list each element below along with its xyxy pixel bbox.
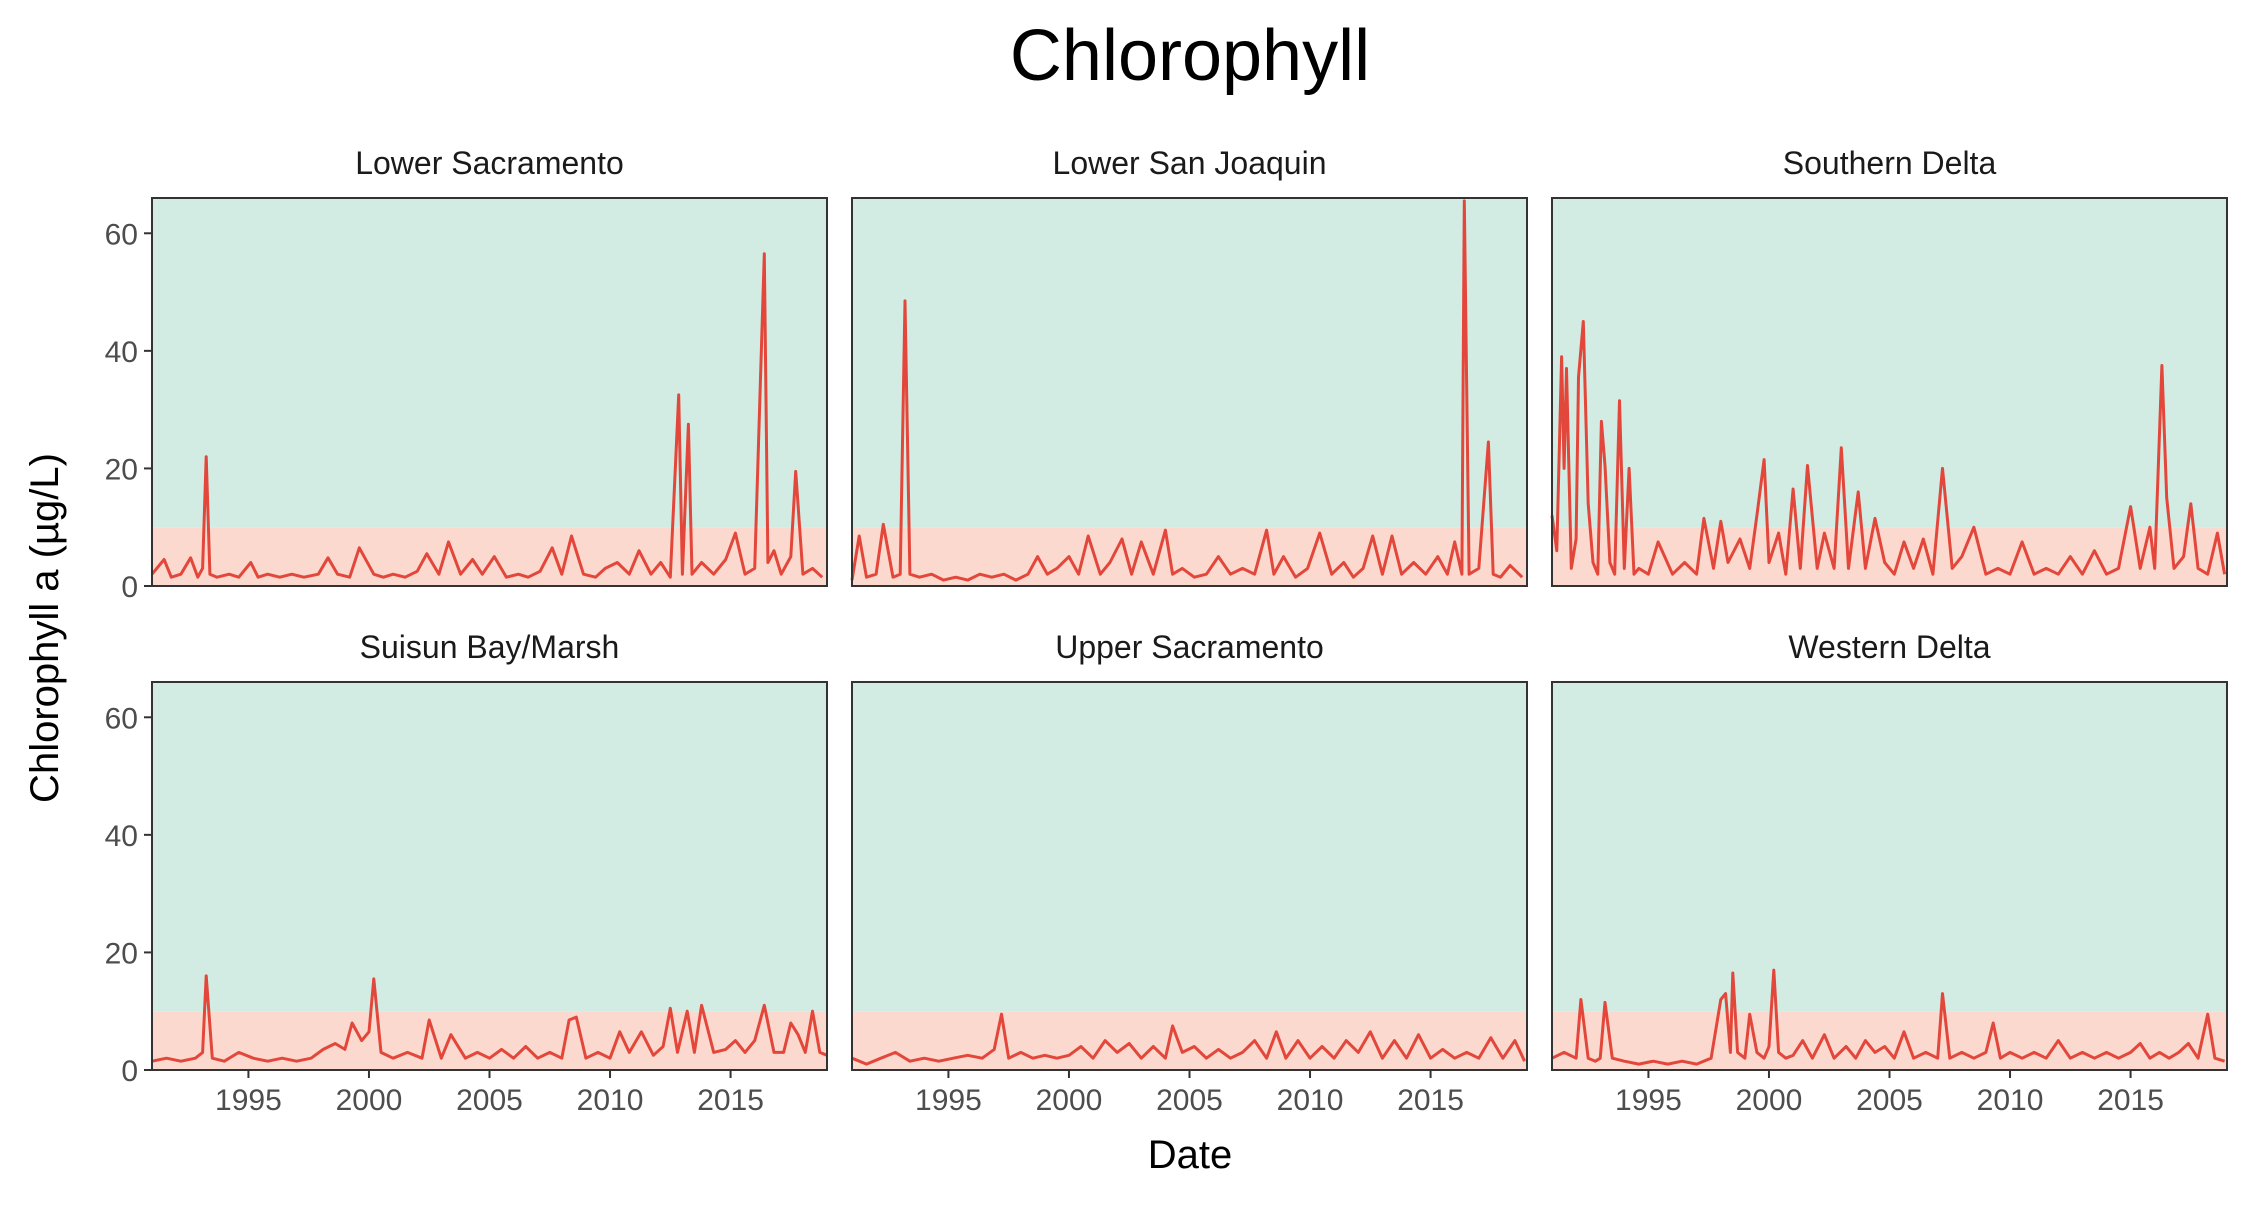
x-tick-label: 2005 xyxy=(1156,1084,1223,1117)
threshold-band xyxy=(152,1011,827,1070)
x-tick-label: 2015 xyxy=(697,1084,764,1117)
chart-title: Chlorophyll xyxy=(1010,16,1370,96)
y-tick-label: 60 xyxy=(105,218,138,251)
facet-strip-label: Lower Sacramento xyxy=(355,145,624,181)
x-tick-label: 2005 xyxy=(456,1084,523,1117)
facet-panel: Southern Delta xyxy=(1550,145,2228,587)
x-tick-label: 2005 xyxy=(1856,1084,1923,1117)
x-tick-label: 1995 xyxy=(915,1084,982,1117)
facet-panel: Upper Sacramento 1995 2000 2005 2010 2015 xyxy=(851,629,1528,1117)
series-line xyxy=(1551,968,2226,1066)
series-line xyxy=(150,252,824,579)
threshold-band xyxy=(852,682,1527,1012)
panel-border xyxy=(1551,197,2228,587)
facet-strip-label: Lower San Joaquin xyxy=(1053,145,1327,181)
x-tick-label: 2000 xyxy=(1036,1084,1103,1117)
facet-panels: Lower Sacramento 0 20 40 60 Lower San Joaquin… xyxy=(105,145,2228,1117)
threshold-band xyxy=(852,198,1527,528)
threshold-band xyxy=(852,527,1527,586)
x-tick-label: 2015 xyxy=(1397,1084,1464,1117)
x-tick-label: 2010 xyxy=(577,1084,644,1117)
y-tick-label: 0 xyxy=(121,571,138,604)
x-tick-label: 1995 xyxy=(215,1084,282,1117)
facet-strip-label: Upper Sacramento xyxy=(1055,629,1324,665)
panel-border xyxy=(851,197,1528,587)
y-tick-label: 60 xyxy=(105,702,138,735)
panel-border xyxy=(151,197,828,587)
y-tick-label: 40 xyxy=(105,820,138,853)
facet-strip-label: Western Delta xyxy=(1788,629,1990,665)
threshold-band xyxy=(152,198,827,528)
x-axis-label: Date xyxy=(1148,1133,1233,1177)
x-tick-label: 2000 xyxy=(336,1084,403,1117)
x-tick-label: 2010 xyxy=(1277,1084,1344,1117)
facet-panel: Suisun Bay/Marsh 0 20 40 60 1995 2000 2005 2010 2… xyxy=(105,629,828,1117)
threshold-band xyxy=(1552,1011,2227,1070)
facet-strip-label: Southern Delta xyxy=(1783,145,1997,181)
facet-strip-label: Suisun Bay/Marsh xyxy=(360,629,620,665)
y-tick-label: 40 xyxy=(105,336,138,369)
threshold-band xyxy=(852,1011,1527,1070)
x-tick-label: 2010 xyxy=(1977,1084,2044,1117)
x-tick-label: 2000 xyxy=(1736,1084,1803,1117)
threshold-band xyxy=(1552,682,2227,1012)
series-line xyxy=(151,974,828,1063)
y-axis-label: Chlorophyll a (µg/L) xyxy=(23,453,67,803)
threshold-band xyxy=(1552,198,2227,528)
y-tick-label: 0 xyxy=(121,1055,138,1088)
x-tick-label: 1995 xyxy=(1615,1084,1682,1117)
threshold-band xyxy=(152,682,827,1012)
series-line xyxy=(851,1012,1526,1066)
series-line xyxy=(850,199,1524,582)
facet-panel: Western Delta 1995 2000 2005 2010 2015 xyxy=(1551,629,2228,1117)
y-tick-label: 20 xyxy=(105,453,138,486)
facet-panel: Lower San Joaquin xyxy=(850,145,1528,587)
y-tick-label: 20 xyxy=(105,937,138,970)
facet-panel: Lower Sacramento 0 20 40 60 xyxy=(105,145,828,604)
series-line xyxy=(1550,320,2227,576)
x-tick-label: 2015 xyxy=(2097,1084,2164,1117)
